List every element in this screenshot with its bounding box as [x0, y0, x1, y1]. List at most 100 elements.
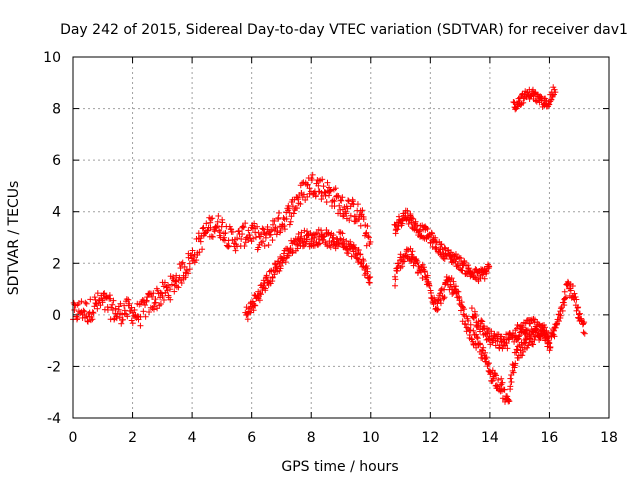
data-point — [167, 286, 174, 293]
data-point — [234, 235, 241, 242]
data-point — [467, 321, 474, 328]
data-point — [275, 258, 282, 265]
data-point — [204, 227, 211, 234]
data-point — [182, 274, 189, 281]
data-point — [506, 335, 513, 342]
data-point — [563, 294, 570, 301]
data-point — [533, 98, 540, 105]
chart-title: Day 242 of 2015, Sidereal Day-to-day VTE… — [60, 22, 628, 38]
data-point — [546, 339, 553, 346]
data-point — [424, 272, 431, 279]
data-point — [465, 317, 472, 324]
data-point — [561, 288, 568, 295]
data-point — [454, 261, 461, 268]
data-point — [483, 268, 490, 275]
data-point — [360, 213, 367, 220]
data-point — [452, 283, 459, 290]
data-point — [472, 266, 479, 273]
data-point — [340, 213, 347, 220]
data-point — [287, 245, 294, 252]
y-tick-label: 8 — [52, 102, 61, 118]
data-point — [158, 290, 165, 297]
data-point — [323, 199, 330, 206]
data-point — [327, 187, 334, 194]
data-point — [251, 302, 258, 309]
data-point — [463, 324, 470, 331]
data-point — [355, 246, 362, 253]
data-point — [512, 360, 519, 367]
data-point — [509, 361, 516, 368]
data-point — [397, 251, 404, 258]
data-point — [546, 101, 553, 108]
data-point — [311, 234, 318, 241]
data-point — [232, 247, 239, 254]
data-point — [510, 369, 517, 376]
data-point — [107, 295, 114, 302]
data-point — [178, 260, 185, 267]
data-point — [525, 342, 532, 349]
data-point — [526, 330, 533, 337]
data-point — [359, 263, 366, 270]
data-point — [392, 276, 399, 283]
data-point — [465, 265, 472, 272]
data-point — [195, 230, 202, 237]
data-point — [199, 246, 206, 253]
data-point — [222, 230, 229, 237]
data-point — [300, 191, 307, 198]
data-point — [511, 99, 518, 106]
data-point — [209, 233, 216, 240]
data-point — [337, 210, 344, 217]
data-point — [295, 231, 302, 238]
data-point — [149, 293, 156, 300]
data-point — [481, 275, 488, 282]
data-point — [293, 205, 300, 212]
data-point — [159, 293, 166, 300]
data-point — [343, 210, 350, 217]
data-point — [459, 267, 466, 274]
data-point — [530, 341, 537, 348]
x-tick-label: 12 — [421, 430, 439, 446]
data-point — [345, 250, 352, 257]
data-point — [186, 260, 193, 267]
data-point — [177, 265, 184, 272]
data-point — [131, 306, 138, 313]
data-point — [125, 296, 132, 303]
data-point — [126, 300, 133, 307]
x-tick-label: 10 — [362, 430, 380, 446]
data-point — [367, 238, 374, 245]
data-point — [455, 288, 462, 295]
data-point — [364, 223, 371, 230]
data-point — [121, 307, 128, 314]
data-point — [423, 224, 430, 231]
data-point — [434, 307, 441, 314]
data-point — [256, 290, 263, 297]
data-point — [352, 245, 359, 252]
data-point — [357, 251, 364, 258]
data-point — [277, 262, 284, 269]
data-point — [473, 334, 480, 341]
data-point — [269, 237, 276, 244]
data-point — [261, 242, 268, 249]
y-tick-label: -2 — [47, 359, 61, 375]
data-point — [109, 301, 116, 308]
data-point — [303, 236, 310, 243]
data-point — [392, 282, 399, 289]
data-point — [515, 333, 522, 340]
data-point — [168, 281, 175, 288]
data-point — [90, 310, 97, 317]
data-point — [225, 242, 232, 249]
data-point — [336, 202, 343, 209]
data-point — [157, 300, 164, 307]
data-point — [401, 258, 408, 265]
data-point — [302, 241, 309, 248]
x-tick-label: 4 — [188, 430, 197, 446]
data-point — [348, 253, 355, 260]
data-point — [318, 227, 325, 234]
data-point — [483, 330, 490, 337]
data-point — [408, 215, 415, 222]
data-point — [357, 222, 364, 229]
data-point — [338, 239, 345, 246]
data-point — [355, 256, 362, 263]
data-point — [343, 237, 350, 244]
x-tick-label: 0 — [69, 430, 78, 446]
